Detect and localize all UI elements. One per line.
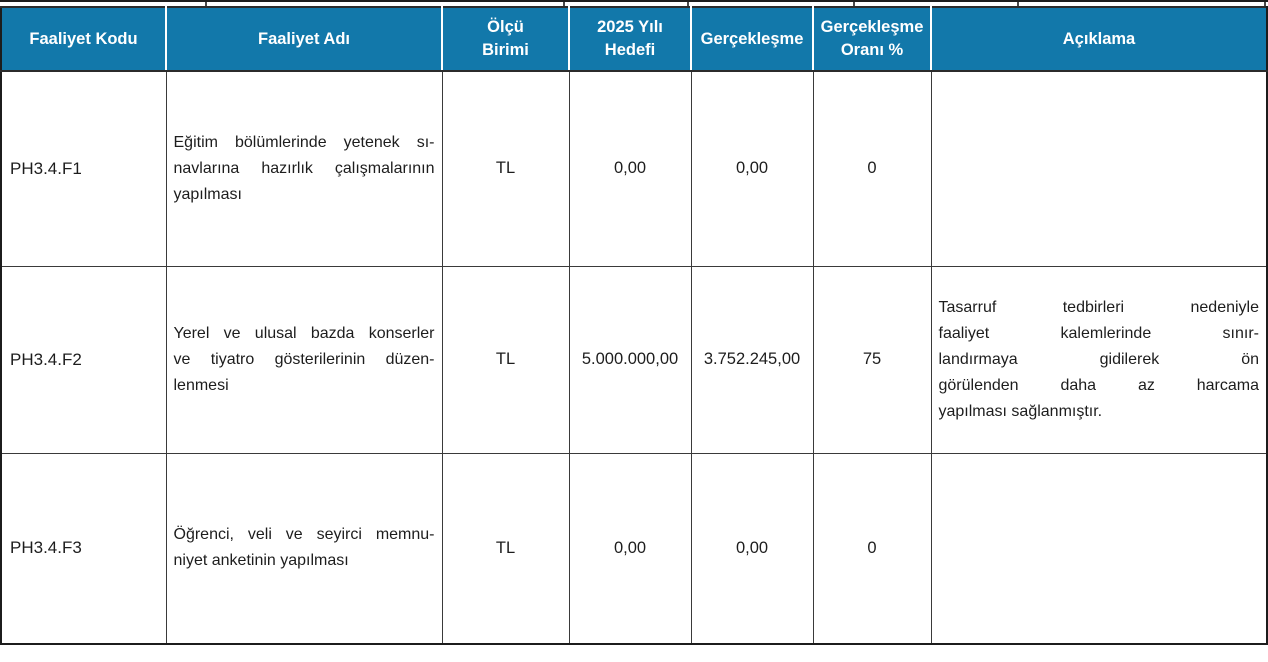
header-gerceklesme-orani: Gerçekleşme Oranı % (812, 6, 932, 72)
header-faaliyet-kodu: Faaliyet Kodu (0, 6, 167, 72)
table-above-column-stub (563, 2, 565, 7)
cell-note (930, 452, 1268, 645)
header-aciklama: Açıklama (930, 6, 1268, 72)
table-row: PH3.4.F1 Eğitim bölümlerinde yetenek sı-… (0, 70, 1268, 267)
cell-actual: 0,00 (690, 70, 814, 267)
cell-actual: 0,00 (690, 452, 814, 645)
cell-target: 5.000.000,00 (568, 265, 692, 454)
cell-note: Tasarruf tedbirleri nedeniyle faaliyet ka… (930, 265, 1268, 454)
activity-performance-table: Faaliyet Kodu Faaliyet Adı Ölçü Birimi 2… (0, 6, 1268, 645)
cell-actual: 3.752.245,00 (690, 265, 814, 454)
cell-ratio: 0 (812, 70, 932, 267)
cell-ratio: 0 (812, 452, 932, 645)
table-above-column-stub (205, 2, 207, 7)
cell-unit: TL (441, 265, 570, 454)
cell-ratio: 75 (812, 265, 932, 454)
cell-unit: TL (441, 70, 570, 267)
table-above-column-stub (853, 2, 855, 7)
table-above-column-stub (687, 2, 689, 7)
table-above-bottom-border (0, 0, 1268, 2)
header-gerceklesme: Gerçekleşme (690, 6, 814, 72)
cell-unit: TL (441, 452, 570, 645)
header-faaliyet-adi: Faaliyet Adı (165, 6, 443, 72)
table-row: PH3.4.F2 Yerel ve ulusal bazda konserler… (0, 265, 1268, 454)
header-2025-yili-hedefi: 2025 Yılı Hedefi (568, 6, 692, 72)
table-above-column-stub (1264, 2, 1266, 7)
cell-activity-code: PH3.4.F3 (0, 452, 167, 645)
cell-activity-name: Eğitim bölümlerinde yetenek sı-navlarına… (165, 70, 443, 267)
cell-target: 0,00 (568, 452, 692, 645)
cell-target: 0,00 (568, 70, 692, 267)
table-above-column-stub (1017, 2, 1019, 7)
cell-activity-code: PH3.4.F2 (0, 265, 167, 454)
header-row: Faaliyet Kodu Faaliyet Adı Ölçü Birimi 2… (0, 6, 1268, 72)
header-olcu-birimi: Ölçü Birimi (441, 6, 570, 72)
cell-activity-name: Öğrenci, veli ve seyirci memnu-niyet ank… (165, 452, 443, 645)
cell-note (930, 70, 1268, 267)
cell-activity-code: PH3.4.F1 (0, 70, 167, 267)
cell-activity-name: Yerel ve ulusal bazda konserler ve tiyatr… (165, 265, 443, 454)
table-row: PH3.4.F3 Öğrenci, veli ve seyirci memnu-… (0, 452, 1268, 645)
page-margin (0, 645, 1268, 662)
